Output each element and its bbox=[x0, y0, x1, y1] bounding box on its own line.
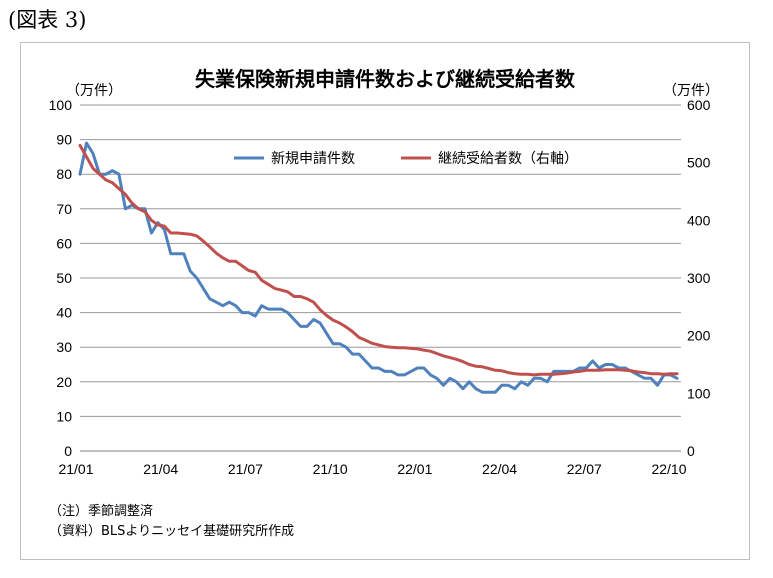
y-left-tick-label: 70 bbox=[56, 201, 72, 217]
x-tick-label: 22/10 bbox=[651, 461, 686, 477]
y-right-tick-label: 500 bbox=[687, 155, 711, 171]
y-left-tick-label: 80 bbox=[56, 166, 72, 182]
y-right-tick-label: 100 bbox=[687, 385, 711, 401]
x-tick-label: 22/01 bbox=[397, 461, 432, 477]
y-right-tick-label: 400 bbox=[687, 212, 711, 228]
legend-label-2: 継続受給者数（右軸） bbox=[438, 150, 578, 167]
right-axis-unit: （万件） bbox=[663, 83, 719, 99]
x-tick-label: 21/01 bbox=[58, 461, 93, 477]
left-axis-unit: （万件） bbox=[66, 83, 122, 99]
chart-frame: 失業保険新規申請件数および継続受給者数 （万件） （万件） 0 10 20 30 40 5… bbox=[20, 42, 750, 560]
y-left-tick-label: 0 bbox=[64, 443, 72, 459]
x-tick-label: 21/10 bbox=[313, 461, 348, 477]
series-line-2 bbox=[78, 143, 679, 377]
y-left-tick-label: 100 bbox=[49, 97, 73, 113]
y-right-tick-label: 200 bbox=[687, 328, 711, 344]
note-seasonal: （注）季節調整済 bbox=[49, 504, 154, 519]
y-left-tick-label: 90 bbox=[56, 132, 72, 148]
line-chart: 0 10 20 30 40 50 60 70 80 90 100 0 100 200 300 400 500 60… bbox=[49, 97, 711, 477]
y-left-tick-label: 50 bbox=[56, 270, 72, 286]
x-tick-label: 22/07 bbox=[567, 461, 602, 477]
x-tick-label: 21/07 bbox=[228, 461, 263, 477]
note-source: （資料）BLSよりニッセイ基礎研究所作成 bbox=[49, 524, 295, 539]
legend-label-1: 新規申請件数 bbox=[271, 151, 355, 167]
y-right-tick-label: 600 bbox=[687, 97, 711, 113]
y-right-tick-label: 300 bbox=[687, 270, 711, 286]
series-line-1 bbox=[78, 141, 679, 394]
x-tick-label: 21/04 bbox=[143, 461, 178, 477]
y-left-tick-label: 30 bbox=[56, 339, 72, 355]
y-left-tick-label: 10 bbox=[56, 408, 72, 424]
y-left-tick-label: 60 bbox=[56, 235, 72, 251]
y-left-tick-label: 40 bbox=[56, 305, 72, 321]
figure-label: (図表 3) bbox=[8, 8, 87, 32]
y-right-tick-label: 0 bbox=[687, 443, 695, 459]
chart-title: 失業保険新規申請件数および継続受給者数 bbox=[195, 67, 575, 91]
y-left-tick-label: 20 bbox=[56, 374, 72, 390]
x-tick-label: 22/04 bbox=[482, 461, 517, 477]
